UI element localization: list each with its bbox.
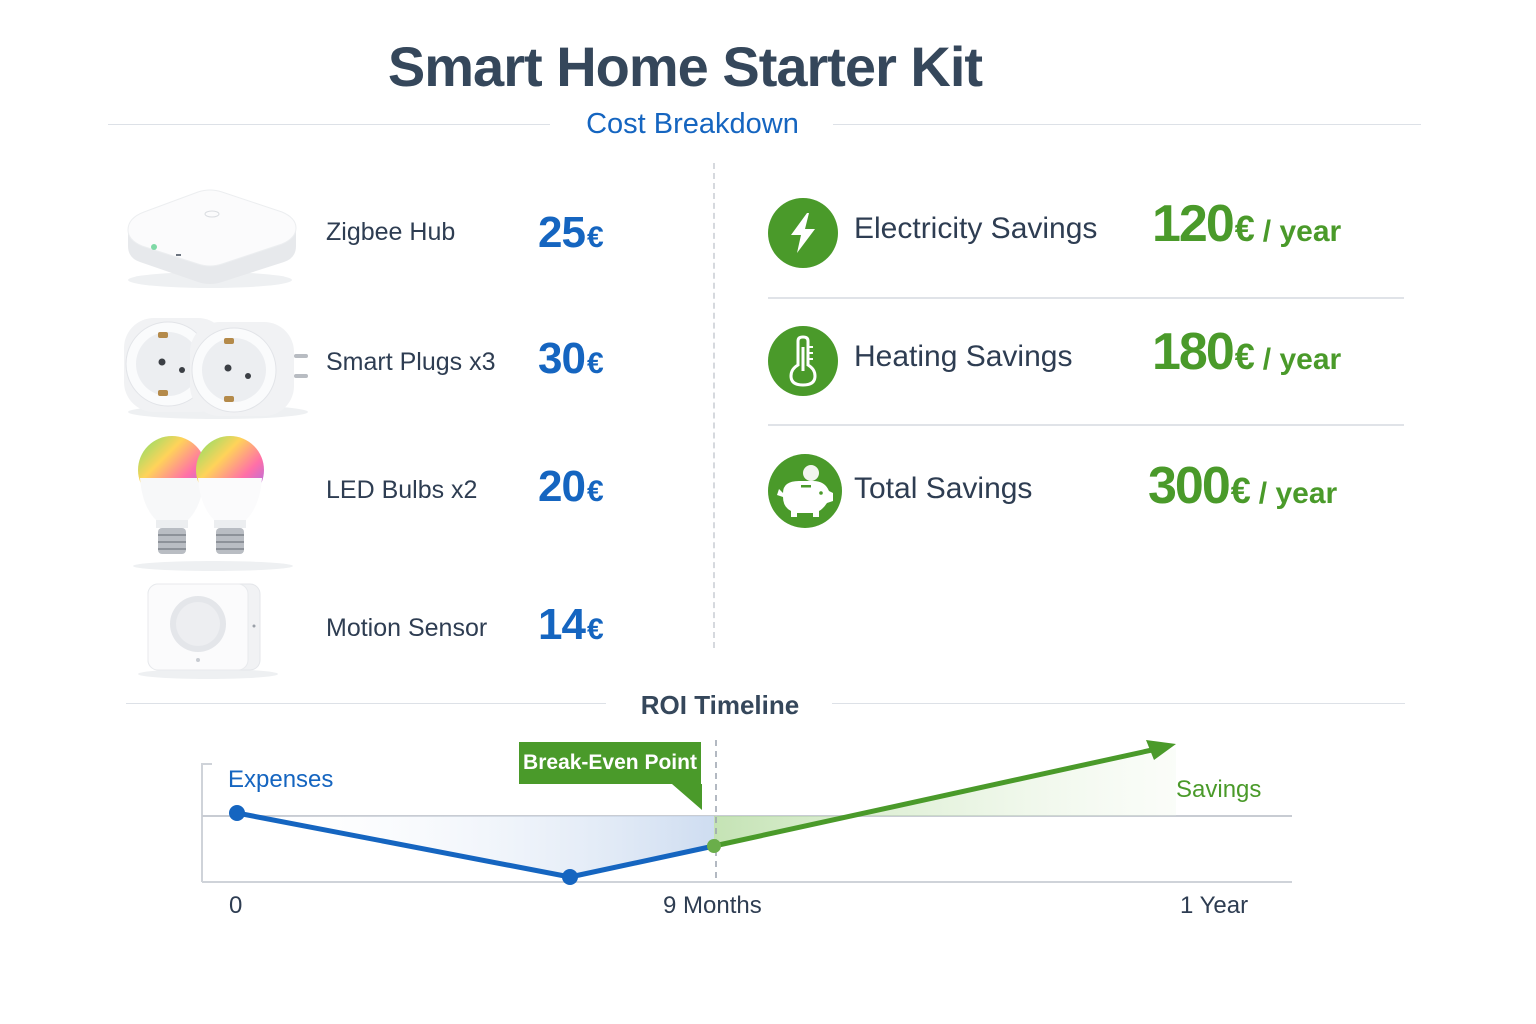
expenses-start-point [229,805,245,821]
expenses-label: Expenses [228,766,334,793]
thermometer-icon [768,326,838,396]
cost-item-led-bulbs: LED Bulbs x2 20€ [118,432,638,572]
motion-sensor-image [118,580,308,690]
expenses-min-point [562,869,578,885]
cost-item-label: Zigbee Hub [326,218,456,246]
savings-item-total: Total Savings 300€ / year [768,454,1404,544]
callout-tail [672,784,702,810]
expenses-line [236,810,715,880]
savings-item-label: Total Savings [854,472,1033,505]
cost-item-price: 20€ [538,462,604,511]
cost-item-price: 14€ [538,600,604,649]
roi-rule-right [832,703,1405,704]
page-title: Smart Home Starter Kit [387,35,983,98]
savings-area [714,748,1176,846]
cost-item-zigbee-hub: Zigbee Hub 25€ [118,184,638,294]
x-tick-1-year: 1 Year [1180,892,1249,919]
cost-item-smart-plugs: Smart Plugs x3 30€ [118,312,638,422]
savings-row-divider [768,424,1404,426]
break-even-point [707,839,721,853]
savings-item-electricity: Electricity Savings 120€ / year [768,195,1404,288]
cost-item-label: LED Bulbs x2 [326,476,478,504]
y-axis [201,763,212,882]
savings-item-value: 300€ / year [1148,457,1338,515]
cost-item-price: 25€ [538,208,604,257]
savings-item-value: 120€ / year [1152,195,1342,253]
section-subtitle: Cost Breakdown [586,108,799,140]
column-divider [713,163,715,648]
savings-item-label: Electricity Savings [854,212,1098,245]
zigbee-hub-image [118,184,308,294]
piggy-bank-icon [768,454,842,528]
x-tick-0: 0 [229,892,243,919]
savings-item-heating: Heating Savings 180€ / year [768,323,1404,416]
break-even-callout: Break-Even Point [519,742,701,784]
header-rule-right [833,124,1421,125]
roi-title: ROI Timeline [640,690,800,720]
roi-rule-left [126,703,606,704]
smart-plugs-image [118,312,308,422]
savings-row-divider [768,297,1404,299]
arrow-head-icon [1146,740,1176,760]
savings-label: Savings [1176,776,1262,803]
cost-item-label: Smart Plugs x3 [326,348,496,376]
cost-item-motion-sensor: Motion Sensor 14€ [118,580,638,690]
header-rule-left [108,124,550,125]
savings-item-value: 180€ / year [1152,323,1342,381]
savings-line [713,747,1153,849]
led-bulbs-image [118,432,308,572]
expenses-area [237,813,714,877]
lightning-bolt-icon [768,198,838,268]
savings-item-label: Heating Savings [854,340,1073,373]
cost-item-label: Motion Sensor [326,614,488,642]
x-tick-9-months: 9 Months [663,892,762,919]
cost-item-price: 30€ [538,334,604,383]
